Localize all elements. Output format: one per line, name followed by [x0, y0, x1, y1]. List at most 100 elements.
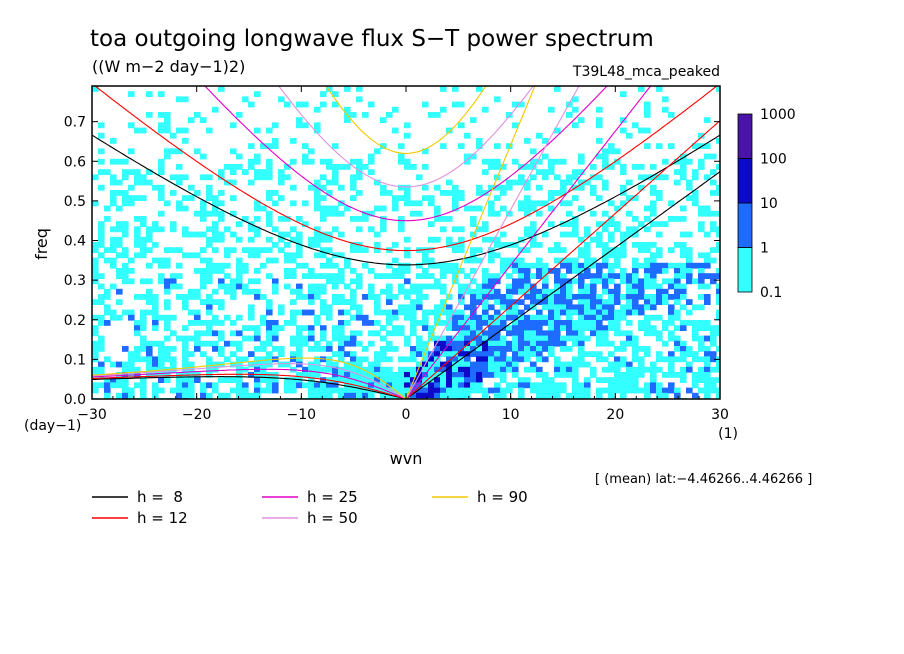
spectrum-cell: [536, 382, 543, 389]
axes: −30 −20 −10 0 10 20 300.00.10.20.30.40.50.60.7: [64, 86, 729, 423]
spectrum-cell: [206, 174, 213, 181]
spectrum-cell: [596, 335, 603, 342]
spectrum-cell: [146, 262, 153, 269]
spectrum-cell: [158, 210, 165, 217]
spectrum-cell: [446, 335, 453, 342]
spectrum-cell: [284, 283, 291, 290]
spectrum-cell: [116, 242, 123, 248]
spectrum-cell: [200, 351, 207, 357]
spectrum-cell: [530, 158, 537, 165]
spectrum-cell: [416, 174, 423, 181]
spectrum-cell: [230, 148, 237, 155]
spectrum-cell: [608, 221, 615, 227]
spectrum-cell: [392, 106, 399, 113]
spectrum-cell: [140, 221, 147, 227]
spectrum-cell: [182, 138, 189, 144]
spectrum-cell: [434, 361, 441, 368]
spectrum-cell: [488, 361, 495, 368]
spectrum-cell: [476, 387, 483, 394]
spectrum-cell: [662, 268, 669, 274]
spectrum-cell: [260, 356, 267, 363]
spectrum-cell: [368, 330, 375, 337]
spectrum-cell: [518, 335, 525, 342]
spectrum-cell: [488, 257, 495, 264]
spectrum-cell: [524, 366, 531, 373]
spectrum-cell: [656, 195, 663, 201]
spectrum-cell: [308, 377, 315, 383]
spectrum-cell: [620, 268, 627, 274]
spectrum-cell: [404, 314, 411, 321]
spectrum-cell: [374, 304, 381, 311]
spectrum-cell: [356, 216, 363, 222]
spectrum-cell: [338, 164, 345, 170]
spectrum-cell: [404, 268, 411, 274]
spectrum-cell: [506, 387, 513, 394]
spectrum-cell: [230, 351, 237, 357]
spectrum-cell: [164, 304, 171, 311]
spectrum-cell: [554, 299, 561, 305]
spectrum-cell: [284, 164, 291, 170]
spectrum-cell: [518, 299, 525, 305]
spectrum-cell: [584, 242, 591, 248]
spectrum-cell: [416, 273, 423, 279]
spectrum-cell: [248, 309, 255, 316]
spectrum-cell: [302, 309, 309, 316]
spectrum-cell: [320, 299, 327, 305]
spectrum-cell: [116, 372, 123, 378]
spectrum-cell: [560, 299, 567, 305]
spectrum-cell: [158, 127, 165, 134]
spectrum-cell: [326, 262, 333, 269]
spectrum-cell: [476, 356, 483, 363]
spectrum-cell: [188, 335, 195, 342]
dispersion-curve: [92, 376, 407, 399]
spectrum-cell: [494, 387, 501, 394]
dispersion-curve: [278, 86, 534, 188]
spectrum-cell: [446, 372, 453, 378]
spectrum-cell: [584, 294, 591, 300]
spectrum-cell: [296, 361, 303, 368]
spectrum-cell: [536, 242, 543, 248]
spectrum-cell: [512, 361, 519, 368]
spectrum-cell: [296, 262, 303, 269]
spectrum-cell: [236, 346, 243, 352]
spectrum-cell: [344, 382, 351, 389]
spectrum-cell: [506, 273, 513, 279]
spectrum-cell: [716, 210, 720, 217]
spectrum-cell: [158, 387, 165, 394]
spectrum-cell: [266, 247, 273, 253]
dispersion-curve: [405, 120, 720, 399]
spectrum-cell: [104, 205, 111, 212]
spectrum-cell: [206, 330, 213, 337]
spectrum-cell: [296, 122, 303, 129]
spectrum-cell: [596, 356, 603, 363]
spectrum-cell: [512, 101, 519, 108]
spectrum-cell: [698, 262, 705, 269]
spectrum-cell: [596, 174, 603, 181]
spectrum-cell: [554, 335, 561, 342]
spectrum-cell: [380, 288, 387, 295]
spectrum-cell: [140, 174, 147, 181]
spectrum-cell: [704, 335, 711, 342]
spectrum-cell: [140, 382, 147, 389]
spectrum-cell: [542, 262, 549, 269]
dispersion-curves: [92, 86, 720, 399]
spectrum-cell: [632, 226, 639, 233]
spectrum-cell: [188, 320, 195, 326]
spectrum-cell: [584, 392, 591, 399]
spectrum-cell: [326, 158, 333, 165]
spectrum-cell: [620, 382, 627, 389]
spectrum-cell: [92, 273, 99, 279]
spectrum-cell: [176, 148, 183, 155]
spectrum-cell: [458, 335, 465, 342]
spectrum-cell: [290, 356, 297, 363]
spectrum-cell: [506, 210, 513, 217]
spectrum-cell: [362, 294, 369, 300]
spectrum-cell: [668, 283, 675, 290]
spectrum-cell: [560, 158, 567, 165]
spectrum-cell: [170, 366, 177, 373]
spectrum-cell: [230, 231, 237, 238]
spectrum-cell: [224, 392, 231, 399]
spectrum-cell: [332, 226, 339, 233]
spectrum-cell: [314, 273, 321, 279]
spectrum-cell: [680, 366, 687, 373]
